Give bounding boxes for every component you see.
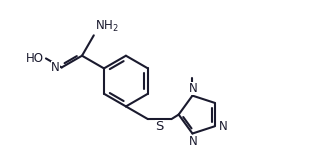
Text: N: N — [51, 61, 60, 74]
Text: S: S — [155, 120, 164, 133]
Text: N: N — [189, 135, 198, 148]
Text: N: N — [219, 120, 228, 133]
Text: HO: HO — [26, 52, 44, 65]
Text: N: N — [189, 82, 198, 95]
Text: NH$_2$: NH$_2$ — [95, 18, 118, 33]
